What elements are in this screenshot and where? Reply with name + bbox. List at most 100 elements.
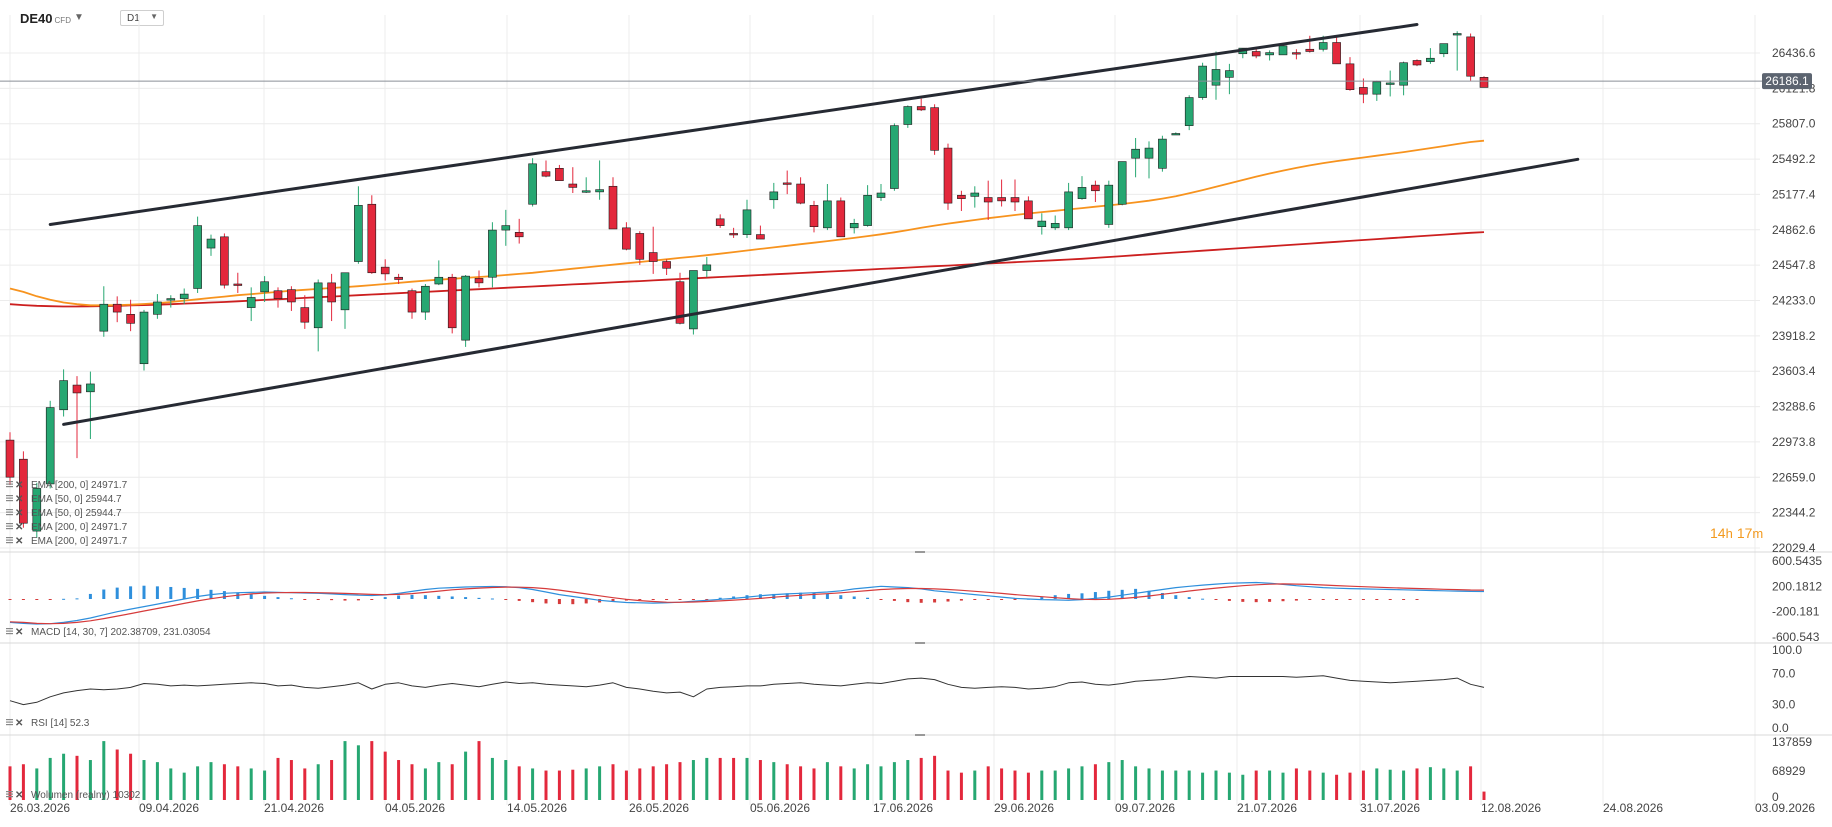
candle-body-67 [903, 106, 913, 125]
macd-tick-0: 600.5435 [1772, 554, 1822, 568]
candle-body-32 [434, 276, 444, 285]
macd-hist-bar-53 [718, 597, 722, 599]
price-tick-10: 22973.8 [1772, 435, 1816, 449]
volume-bar-77 [1040, 770, 1044, 800]
candle-body-49 [662, 261, 671, 269]
volume-bar-43 [584, 768, 588, 800]
volume-bar-18 [249, 768, 253, 800]
timeframe-dropdown[interactable]: D1 ▼ [120, 10, 164, 26]
volume-bar-26 [356, 745, 360, 800]
price-tick-2: 25492.2 [1772, 152, 1816, 166]
main-legend-1: EMA [50, 0] 25944.7 [31, 494, 122, 505]
candle-body-71 [957, 194, 966, 199]
volume-bar-96 [1294, 768, 1298, 800]
macd-hist-bar-86 [1160, 592, 1164, 599]
rsi-legend-menu-icon [6, 719, 13, 721]
main-legend-2-close-icon: ✕ [15, 508, 23, 519]
candle-body-106 [1426, 57, 1435, 62]
candle-body-37 [501, 225, 511, 231]
candle-body-25 [340, 272, 350, 311]
price-tick-1: 25807.0 [1772, 117, 1816, 131]
candle-body-28 [380, 266, 390, 275]
main-legend-4-menu-icon-c [6, 542, 13, 544]
macd-hist-bar-17 [236, 592, 240, 599]
candle-body-39 [528, 163, 537, 205]
macd-hist-bar-45 [611, 599, 615, 602]
candle-body-60 [809, 205, 819, 228]
candle-body-22 [300, 307, 310, 323]
macd-hist-bar-88 [1187, 597, 1191, 599]
volume-bar-11 [155, 762, 159, 800]
macd-hist-bar-0 [8, 599, 12, 600]
volume-bar-85 [1147, 768, 1151, 800]
volume-bar-72 [973, 770, 977, 800]
main-legend-1-menu-icon-c [6, 500, 13, 502]
macd-hist-bar-13 [182, 587, 186, 599]
macd-tick-3: -600.543 [1772, 630, 1820, 644]
macd-panel: 600.5435 200.1812 -200.181 -600.543 [8, 554, 1822, 644]
date-tick-3: 04.05.2026 [385, 801, 445, 815]
macd-hist-bar-3 [48, 599, 52, 600]
macd-hist-bar-84 [1134, 588, 1138, 599]
candle-body-34 [461, 275, 470, 341]
main-legend-4: EMA [200, 0] 24971.7 [31, 536, 128, 547]
macd-hist-bar-35 [477, 597, 481, 599]
macd-hist-bar-60 [812, 592, 816, 599]
volume-bar-30 [410, 764, 414, 800]
volume-bar-105 [1415, 768, 1419, 800]
volume-bar-42 [571, 769, 575, 800]
candle-body-80 [1077, 187, 1087, 199]
macd-hist-bar-36 [490, 598, 494, 600]
candle-body-58 [782, 182, 792, 185]
volume-bar-107 [1442, 768, 1446, 800]
main-legend-3: EMA [200, 0] 24971.7 [31, 522, 128, 533]
volume-tick-2: 0 [1772, 790, 1779, 804]
candle-body-101 [1359, 87, 1368, 95]
macd-hist-bar-102 [1375, 599, 1379, 600]
volume-bar-14 [196, 766, 200, 800]
candle-body-61 [823, 200, 832, 229]
candle-body-90 [1211, 69, 1221, 86]
volume-bar-108 [1455, 770, 1459, 800]
macd-hist-bar-30 [410, 594, 414, 599]
trend-lines[interactable] [48, 23, 1580, 426]
macd-hist-bar-89 [1201, 598, 1205, 600]
macd-hist-bar-11 [155, 586, 159, 599]
panel-resize-handle-0 [915, 551, 925, 553]
volume-bar-98 [1321, 772, 1325, 800]
rsi-panel: 100.0 70.0 30.0 0.0 [9, 643, 1802, 735]
macd-hist-bar-27 [370, 599, 374, 600]
volume-bar-38 [517, 766, 521, 800]
volume-bar-78 [1053, 770, 1057, 800]
volume-bar-106 [1428, 767, 1432, 800]
price-tick-0: 26436.6 [1772, 46, 1816, 60]
rsi-legend: RSI [14] 52.3 [31, 718, 90, 729]
candle-body-2 [32, 488, 42, 532]
rsi-tick-1: 70.0 [1772, 666, 1796, 680]
current-price-label: 26186.1 [1765, 74, 1809, 88]
macd-hist-bar-90 [1214, 599, 1218, 600]
volume-bar-56 [758, 760, 762, 800]
volume-bar-66 [892, 762, 896, 800]
macd-hist-bar-70 [946, 599, 950, 602]
symbol-dropdown-icon[interactable]: ▼ [74, 12, 84, 23]
date-tick-11: 31.07.2026 [1360, 801, 1420, 815]
symbol-selector[interactable]: DE40 CFD [20, 11, 71, 26]
volume-bar-76 [1026, 772, 1030, 800]
candle-body-46 [622, 227, 631, 250]
candle-body-100 [1345, 63, 1355, 90]
price-tick-11: 22659.0 [1772, 470, 1816, 484]
timeframe-value: D1 [127, 13, 140, 24]
candle-body-48 [648, 252, 658, 262]
volume-bar-54 [732, 757, 736, 800]
macd-hist-bar-83 [1120, 589, 1124, 600]
volume-bar-40 [544, 770, 548, 800]
candle-body-6 [86, 383, 95, 393]
candle-body-15 [206, 238, 216, 249]
main-legend-1-menu-icon-b [6, 497, 13, 499]
candle-body-82 [1104, 184, 1114, 225]
volume-bar-7 [102, 741, 106, 800]
macd-hist-bar-91 [1227, 599, 1231, 601]
date-tick-7: 17.06.2026 [873, 801, 933, 815]
